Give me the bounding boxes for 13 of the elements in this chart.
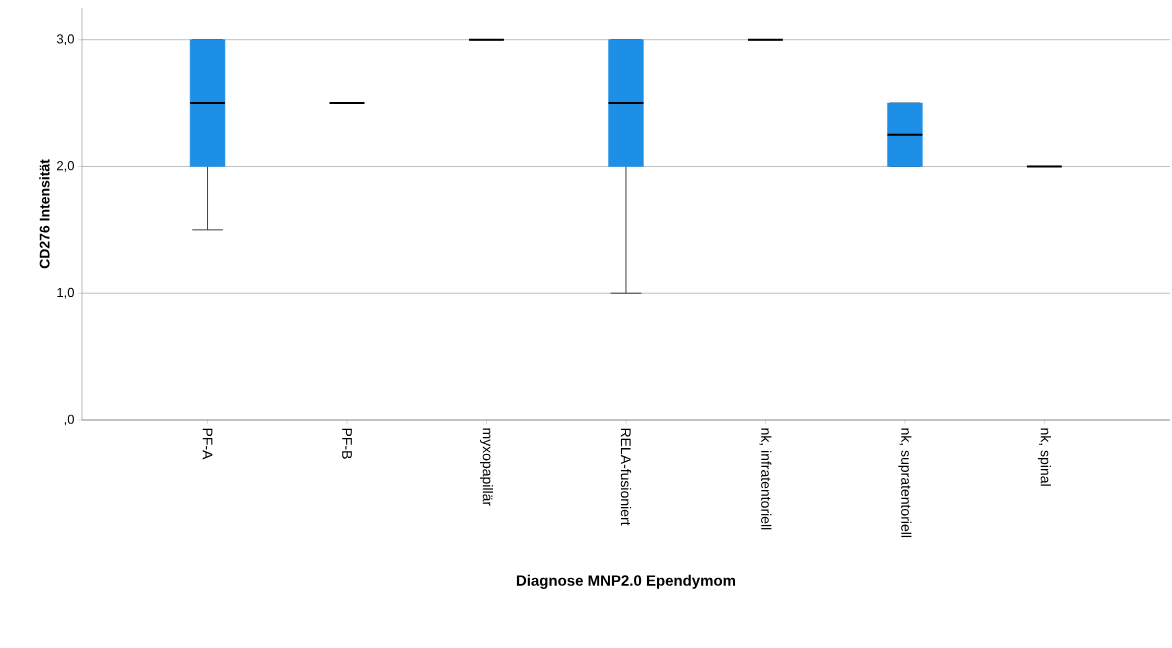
y-tick-label: ,0	[64, 414, 74, 426]
x-tick-label: PF-B	[342, 428, 352, 459]
x-tick-label: nk, supratentoriell	[898, 428, 912, 538]
y-tick-label: 3,0	[56, 34, 74, 46]
x-tick-label: PF-A	[202, 428, 213, 460]
y-tick-label: 1,0	[57, 287, 74, 299]
x-tick-label: nk, spinal	[1037, 428, 1051, 486]
x-tick-label: RELA-fusioniert	[620, 428, 632, 526]
x-axis-title: Diagnose MNP2.0 Ependymom	[516, 574, 736, 589]
x-tick-label: myxopapillär	[479, 428, 494, 506]
y-axis-title: CD276 Intensität	[39, 159, 50, 269]
x-tick-label: nk, infratentoriell	[759, 428, 772, 530]
y-tick-label: 2,0	[57, 161, 74, 172]
